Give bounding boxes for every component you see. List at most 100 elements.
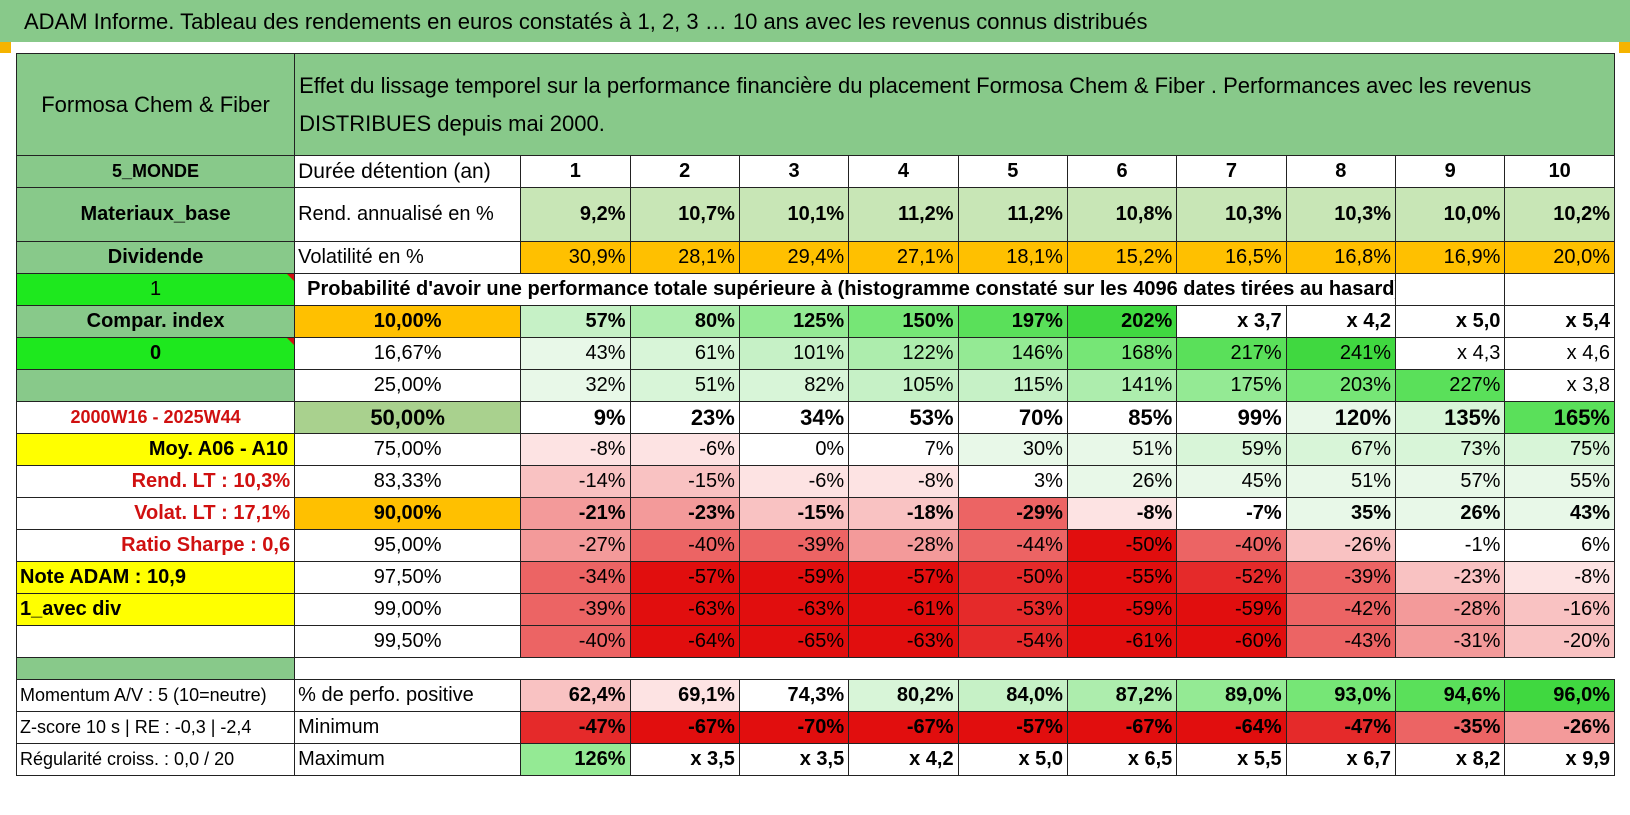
prob-cell: 51% <box>1285 465 1397 498</box>
prob-cell: 217% <box>1176 337 1287 370</box>
empty-cell <box>1395 273 1506 306</box>
prob-row-90: Volat. LT : 17,1% 90,00% -21% -23% -15% … <box>15 497 1615 530</box>
prob-cell: 7% <box>848 433 959 466</box>
volatility-cell: 16,9% <box>1395 241 1506 274</box>
zscore-label: Z-score 10 s | RE : -0,3 | -2,4 <box>15 711 296 744</box>
prob-cell: 61% <box>629 337 740 370</box>
prob-cell: -34% <box>520 561 631 594</box>
prob-cell: 99% <box>1176 401 1287 434</box>
year-header: 9 <box>1395 155 1506 188</box>
return-cell: 9,2% <box>520 187 631 242</box>
prob-cell: -8% <box>1504 561 1615 594</box>
prob-cell: -39% <box>1285 561 1397 594</box>
report-banner: ADAM Informe. Tableau des rendements en … <box>0 0 1630 42</box>
spacer-row <box>15 657 1615 680</box>
footer-cell: 62,4% <box>520 679 631 712</box>
footer-cell: -47% <box>520 711 631 744</box>
year-header: 7 <box>1176 155 1287 188</box>
prob-cell: 146% <box>957 337 1068 370</box>
footer-cell: x 3,5 <box>738 743 850 776</box>
footer-cell: x 9,9 <box>1504 743 1615 776</box>
prob-cell: -50% <box>957 561 1068 594</box>
prob-cell: 150% <box>848 305 959 338</box>
prob-row-75: Moy. A06 - A10 75,00% -8% -6% 0% 7% 30% … <box>15 433 1615 466</box>
zone-label: 5_MONDE <box>15 155 296 188</box>
prob-threshold: 16,67% <box>294 337 522 370</box>
regularity-label: Régularité croiss. : 0,0 / 20 <box>15 743 296 776</box>
type-label: Dividende <box>15 241 296 274</box>
footer-cell: 74,3% <box>738 679 850 712</box>
prob-cell: 6% <box>1504 529 1615 562</box>
prob-cell: -52% <box>1176 561 1287 594</box>
prob-cell: -60% <box>1176 625 1287 658</box>
footer-cell: 84,0% <box>957 679 1068 712</box>
footer-cell: -67% <box>1066 711 1178 744</box>
prob-row-995: 99,50% -40% -64% -65% -63% -54% -61% -60… <box>15 625 1615 658</box>
year-header: 5 <box>957 155 1068 188</box>
prob-row-99: 1_avec div 99,00% -39% -63% -63% -61% -5… <box>15 593 1615 626</box>
footer-cell: 80,2% <box>848 679 959 712</box>
prob-cell: 57% <box>520 305 631 338</box>
prob-cell: -50% <box>1066 529 1178 562</box>
prob-cell: 105% <box>848 369 959 402</box>
prob-cell: x 5,0 <box>1395 305 1506 338</box>
prob-cell: 80% <box>629 305 740 338</box>
duration-label: Durée détention (an) <box>294 155 522 188</box>
table-description: Effet du lissage temporel sur la perform… <box>294 53 1615 156</box>
volatility-cell: 20,0% <box>1504 241 1615 274</box>
prob-cell: -28% <box>1395 593 1506 626</box>
prob-cell: x 4,3 <box>1395 337 1506 370</box>
report-title: ADAM Informe. Tableau des rendements en … <box>24 9 1148 34</box>
footer-cell: x 8,2 <box>1395 743 1506 776</box>
prob-row-97: Note ADAM : 10,9 97,50% -34% -57% -59% -… <box>15 561 1615 594</box>
prob-cell: 55% <box>1504 465 1615 498</box>
footer-cell: -57% <box>957 711 1068 744</box>
selector-cell-2[interactable]: 0 <box>15 337 296 370</box>
prob-cell: 120% <box>1285 401 1397 434</box>
prob-row-95: Ratio Sharpe : 0,6 95,00% -27% -40% -39%… <box>15 529 1615 562</box>
avec-div-label: 1_avec div <box>15 593 296 626</box>
year-header: 10 <box>1504 155 1615 188</box>
prob-cell: -7% <box>1176 497 1287 530</box>
prob-cell: -15% <box>738 497 850 530</box>
prob-cell: -8% <box>520 433 631 466</box>
prob-cell: 34% <box>738 401 850 434</box>
prob-cell: 197% <box>957 305 1068 338</box>
prob-cell: 203% <box>1285 369 1397 402</box>
empty-cell <box>1504 273 1615 306</box>
corner-marker-left <box>0 42 11 53</box>
volatility-cell: 28,1% <box>629 241 740 274</box>
prob-cell: -61% <box>1066 625 1178 658</box>
prob-cell: 101% <box>738 337 850 370</box>
prob-threshold: 95,00% <box>294 529 522 562</box>
prob-cell: 115% <box>957 369 1068 402</box>
maximum-row: Régularité croiss. : 0,0 / 20 Maximum 12… <box>15 743 1615 776</box>
note-label: Note ADAM : 10,9 <box>15 561 296 594</box>
prob-cell: 57% <box>1395 465 1506 498</box>
return-cell: 10,1% <box>738 187 850 242</box>
selector-cell-1[interactable]: 1 <box>15 273 296 306</box>
return-cell: 11,2% <box>848 187 959 242</box>
footer-cell: 93,0% <box>1285 679 1397 712</box>
prob-cell: -40% <box>520 625 631 658</box>
prob-threshold: 83,33% <box>294 465 522 498</box>
prob-cell: 82% <box>738 369 850 402</box>
volatility-cell: 30,9% <box>520 241 631 274</box>
return-cell: 10,2% <box>1504 187 1615 242</box>
prob-cell: 53% <box>848 401 959 434</box>
prob-cell: -39% <box>520 593 631 626</box>
prob-cell: 9% <box>520 401 631 434</box>
footer-cell: x 6,5 <box>1066 743 1178 776</box>
footer-cell: -64% <box>1176 711 1287 744</box>
return-cell: 10,3% <box>1176 187 1287 242</box>
prob-cell: 30% <box>957 433 1068 466</box>
compar-label: Compar. index <box>15 305 296 338</box>
prob-threshold: 99,50% <box>294 625 522 658</box>
return-cell: 10,0% <box>1395 187 1506 242</box>
footer-cell: 126% <box>520 743 631 776</box>
comment-marker-icon <box>287 274 294 281</box>
prob-cell: -23% <box>1395 561 1506 594</box>
prob-cell: -26% <box>1285 529 1397 562</box>
prob-cell: -40% <box>629 529 740 562</box>
prob-threshold: 99,00% <box>294 593 522 626</box>
